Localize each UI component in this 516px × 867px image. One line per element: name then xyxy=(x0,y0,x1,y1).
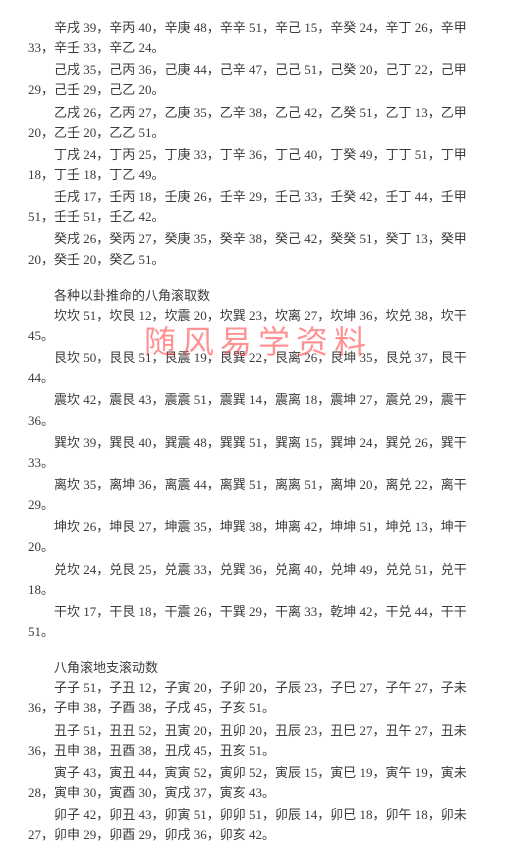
text-line: 卯子 42，卯丑 43，卯寅 51，卯卯 51，卯辰 14，卯巳 18，卯午 1… xyxy=(28,805,488,845)
text-line: 坎坎 51，坎艮 12，坎震 20，坎巽 23，坎离 27，坎坤 36，坎兑 3… xyxy=(28,306,488,346)
text-line: 辛戌 39，辛丙 40，辛庚 48，辛辛 51，辛己 15，辛癸 24，辛丁 2… xyxy=(28,18,488,58)
text-line: 兑坎 24，兑艮 25，兑震 33，兑巽 36，兑离 40，兑坤 49，兑兑 5… xyxy=(28,560,488,600)
text-line: 壬戌 17，壬丙 18，壬庚 26，壬辛 29，壬己 33，壬癸 42，壬丁 4… xyxy=(28,187,488,227)
text-line: 巽坎 39，巽艮 40，巽震 48，巽巽 51，巽离 15，巽坤 24，巽兑 2… xyxy=(28,433,488,473)
section-spacer xyxy=(28,644,488,658)
text-line: 子子 51，子丑 12，子寅 20，子卯 20，子辰 23，子巳 27，子午 2… xyxy=(28,678,488,718)
text-line: 寅子 43，寅丑 44，寅寅 52，寅卯 52，寅辰 15，寅巳 19，寅午 1… xyxy=(28,763,488,803)
text-line: 丑子 51，丑丑 52，丑寅 20，丑卯 20，丑辰 23，丑巳 27，丑午 2… xyxy=(28,721,488,761)
document-page: 随风易学资料 辛戌 39，辛丙 40，辛庚 48，辛辛 51，辛己 15，辛癸 … xyxy=(0,0,516,867)
text-line: 震坎 42，震艮 43，震震 51，震巽 14，震离 18，震坤 27，震兑 2… xyxy=(28,390,488,430)
text-line: 干坎 17，干艮 18，干震 26，干巽 29，干离 33，乾坤 42，干兑 4… xyxy=(28,602,488,642)
text-line: 艮坎 50，艮艮 51，艮震 19，艮巽 22，艮离 26，艮坤 35，艮兑 3… xyxy=(28,348,488,388)
text-line: 丁戌 24，丁丙 25，丁庚 33，丁辛 36，丁己 40，丁癸 49，丁丁 5… xyxy=(28,145,488,185)
section-spacer xyxy=(28,272,488,286)
text-line: 坤坎 26，坤艮 27，坤震 35，坤巽 38，坤离 42，坤坤 51，坤兑 1… xyxy=(28,517,488,557)
text-line: 离坎 35，离坤 36，离震 44，离巽 51，离离 51，离坤 20，离兑 2… xyxy=(28,475,488,515)
text-line: 己戌 35，己丙 36，己庚 44，己辛 47，己己 51，己癸 20，己丁 2… xyxy=(28,60,488,100)
section-heading: 各种以卦推命的八角滚取数 xyxy=(28,286,488,306)
text-line: 癸戌 26，癸丙 27，癸庚 35，癸辛 38，癸己 42，癸癸 51，癸丁 1… xyxy=(28,229,488,269)
text-line: 乙戌 26，乙丙 27，乙庚 35，乙辛 38，乙己 42，乙癸 51，乙丁 1… xyxy=(28,103,488,143)
section-heading: 八角滚地支滚动数 xyxy=(28,658,488,678)
